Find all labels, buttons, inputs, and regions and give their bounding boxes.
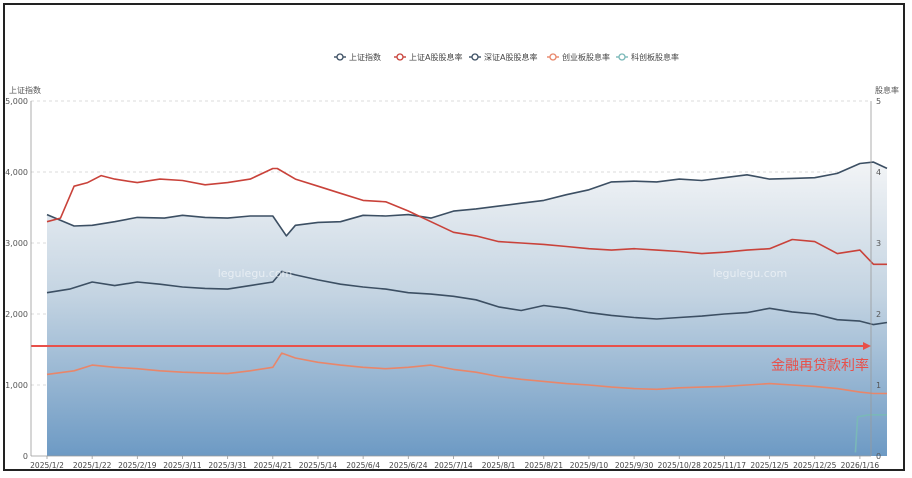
legend-label-3: 创业板股息率 <box>562 52 610 62</box>
x-tick-label: 2025/5/14 <box>299 461 338 469</box>
series-line-2 <box>46 270 888 326</box>
x-tick-label: 2026/1/16 <box>841 461 880 469</box>
reference-arrow <box>863 341 871 350</box>
x-tick-label: 2025/7/14 <box>434 461 473 469</box>
axis-layer: 0 0 1,000 1 2,000 2 3,000 3 4,000 4 5,000 5 上证指数 股息率 2… <box>5 85 899 470</box>
right-tick-label: 2 <box>876 310 881 319</box>
x-tick-label: 2025/3/31 <box>208 461 247 469</box>
x-tick-label: 2025/12/25 <box>793 461 836 469</box>
left-tick-label: 4,000 <box>5 168 28 177</box>
area-layer <box>47 162 887 456</box>
legend-marker-0 <box>336 53 344 61</box>
x-tick-label: 2025/4/21 <box>254 461 293 469</box>
left-tick-label: 2,000 <box>5 310 28 319</box>
left-tick-label: 1,000 <box>5 381 28 390</box>
x-tick-label: 2025/8/21 <box>525 461 564 469</box>
reference-label: 金融再贷款利率 <box>771 357 869 374</box>
legend: 上证指数 上证A股股息率 深证A股股息率 创业板股息率 科创板股息率 <box>334 52 679 62</box>
legend-marker-4 <box>618 53 626 61</box>
x-tick-label: 2025/3/11 <box>163 461 202 469</box>
x-tick-label: 2025/2/19 <box>118 461 157 469</box>
series-area-0 <box>47 162 887 456</box>
series-line-1 <box>46 167 887 266</box>
series-line-4 <box>854 414 887 453</box>
x-tick-label: 2025/8/1 <box>482 461 516 469</box>
right-tick-label: 3 <box>876 239 881 248</box>
legend-marker-2 <box>471 53 479 61</box>
legend-label-1: 上证A股股息率 <box>409 52 462 62</box>
right-tick-label: 0 <box>876 452 881 461</box>
left-tick-label: 3,000 <box>5 239 28 248</box>
series-line-3 <box>46 352 887 395</box>
x-tick-label: 2025/9/30 <box>615 461 654 469</box>
watermark: legulegu.com <box>713 267 788 280</box>
watermark: legulegu.com <box>218 267 293 280</box>
legend-label-4: 科创板股息率 <box>631 52 679 62</box>
x-tick-label: 2025/12/5 <box>750 461 789 469</box>
right-tick-label: 5 <box>876 97 881 106</box>
series-layer <box>46 161 888 453</box>
right-axis-title: 股息率 <box>875 85 899 95</box>
right-tick-label: 4 <box>876 168 881 177</box>
x-tick-label: 2025/9/10 <box>570 461 609 469</box>
legend-label-2: 深证A股股息率 <box>484 52 537 62</box>
series-line-0 <box>46 161 888 237</box>
x-tick-label: 2025/10/28 <box>658 461 701 469</box>
legend-marker-1 <box>396 53 404 61</box>
legend-label-0: 上证指数 <box>349 52 381 62</box>
x-tick-label: 2025/6/24 <box>389 461 428 469</box>
left-tick-label: 0 <box>23 452 28 461</box>
x-tick-label: 2025/1/22 <box>73 461 112 469</box>
left-tick-label: 5,000 <box>5 97 28 106</box>
chart-frame: 金融再贷款利率 0 0 1,000 1 2,000 2 3,000 3 4,000 4 5,000 5… <box>3 3 905 471</box>
x-tick-label: 2025/11/17 <box>703 461 746 469</box>
reference-layer: 金融再贷款利率 <box>31 341 871 374</box>
x-tick-label: 2025/1/2 <box>30 461 64 469</box>
legend-marker-3 <box>549 53 557 61</box>
left-axis-title: 上证指数 <box>9 85 41 95</box>
right-tick-label: 1 <box>876 381 881 390</box>
chart-svg: 金融再贷款利率 0 0 1,000 1 2,000 2 3,000 3 4,000 4 5,000 5… <box>5 52 899 470</box>
x-tick-label: 2025/6/4 <box>346 461 380 469</box>
